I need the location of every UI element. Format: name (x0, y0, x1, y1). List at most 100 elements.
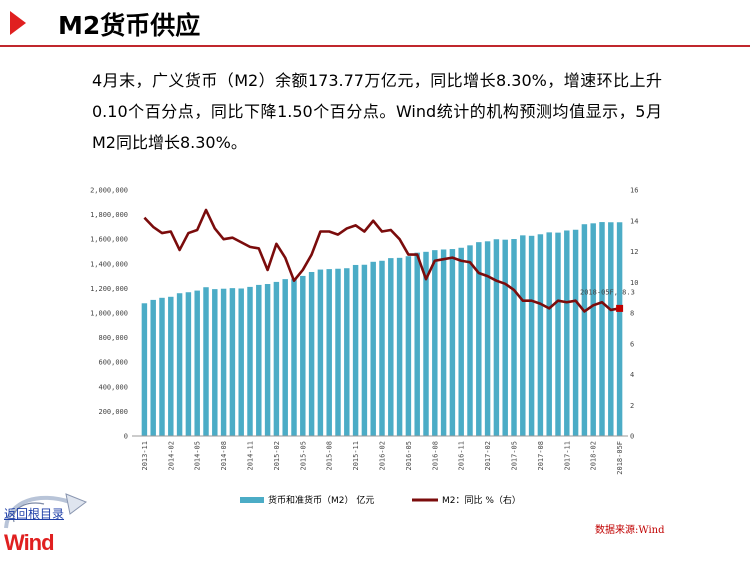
y-left-tick-label: 1,400,000 (90, 260, 128, 268)
x-tick-label: 2015-11 (352, 441, 360, 471)
bar-2015-06 (308, 271, 315, 436)
bar-2016-10 (449, 249, 456, 436)
y-right-tick-label: 4 (630, 371, 634, 379)
x-tick-label: 2014-11 (247, 441, 255, 471)
bar-2015-04 (291, 278, 297, 436)
bar-2014-05 (194, 290, 200, 436)
bar-2016-02 (379, 260, 385, 436)
bar-2015-03 (282, 279, 288, 436)
x-tick-label: 2013-11 (141, 441, 149, 471)
x-tick-label: 2014-08 (220, 441, 228, 471)
bar-2017-12 (572, 229, 579, 436)
y-left-tick-label: 1,600,000 (90, 236, 128, 244)
line-series: 2018-05F, 8.3 (143, 208, 635, 313)
x-tick-label: 2014-02 (167, 441, 175, 471)
bar-2014-07 (212, 289, 218, 436)
play-arrow-icon (10, 11, 26, 35)
bar-2017-07 (528, 235, 535, 436)
y-left-tick-label: 600,000 (98, 359, 128, 367)
bar-2014-01 (159, 297, 165, 436)
y-left-tick-label: 400,000 (98, 383, 128, 391)
bar-2014-06 (203, 287, 209, 436)
x-tick-label: 2016-08 (431, 441, 439, 471)
y-left-tick-label: 1,800,000 (90, 211, 128, 219)
bar-2017-10 (555, 232, 561, 436)
x-tick-label: 2014-05 (194, 441, 202, 471)
bar-2016-08 (432, 250, 438, 436)
bar-2015-02 (273, 281, 280, 436)
bar-2015-09 (335, 268, 341, 436)
bar-2016-07 (423, 251, 429, 436)
bar-2018-03 (599, 222, 605, 436)
bar-2018-05F (616, 222, 623, 436)
y-left-tick-label: 2,000,000 (90, 187, 128, 195)
y-right-tick-label: 16 (630, 187, 638, 195)
x-tick-label: 2015-02 (273, 441, 281, 471)
bar-2016-09 (440, 249, 447, 436)
bar-2016-11 (458, 247, 464, 436)
bar-2018-04 (608, 222, 614, 436)
x-tick-label: 2015-05 (299, 441, 307, 471)
bar-2015-11 (352, 264, 359, 436)
bar-2016-04 (396, 257, 403, 436)
summary-paragraph: 4月末，广义货币（M2）余额173.77万亿元，同比增长8.30%，增速环比上升… (92, 71, 662, 152)
y-left-tick-label: 1,200,000 (90, 285, 128, 293)
bar-2014-10 (238, 288, 244, 436)
chart-axes: 2,000,000 1,800,000 1,600,000 1,400,000 1,20… (90, 187, 638, 475)
bar-2015-10 (344, 268, 350, 436)
bar-2015-08 (326, 269, 332, 436)
bar-2014-09 (229, 288, 236, 436)
bar-2013-11 (141, 303, 148, 436)
bar-2015-01 (264, 284, 271, 436)
back-to-root-link[interactable]: 返回根目录 (4, 507, 65, 521)
bar-2017-11 (564, 230, 570, 436)
y-right-tick-label: 2 (630, 402, 634, 410)
bar-2017-03 (493, 239, 500, 436)
wind-logo: Wind (4, 530, 55, 555)
bar-2016-05 (405, 256, 412, 436)
bar-2016-06 (414, 252, 420, 436)
x-tick-label: 2016-11 (458, 441, 466, 471)
bar-2016-01 (370, 261, 376, 436)
bar-series (141, 222, 623, 436)
bar-2014-12 (256, 284, 262, 436)
growth-line (143, 208, 620, 313)
legend-bar-label: 货币和准货币（M2） 亿元 (268, 494, 374, 506)
y-left-tick-label: 0 (124, 433, 128, 441)
bar-2014-08 (220, 288, 227, 436)
data-source: 数据来源:Wind (595, 525, 665, 536)
bar-2016-12 (467, 245, 473, 436)
x-tick-label: 2017-08 (537, 441, 545, 471)
bar-2017-02 (484, 241, 491, 436)
x-tick-label: 2017-02 (484, 441, 492, 471)
bar-2013-12 (150, 299, 156, 436)
x-tick-label: 2017-11 (563, 441, 571, 471)
bar-2014-04 (185, 292, 192, 436)
y-left-tick-label: 800,000 (98, 334, 128, 342)
bar-2014-02 (168, 296, 174, 436)
bar-2017-05 (511, 239, 517, 436)
bar-2014-11 (247, 286, 253, 436)
bar-2015-05 (300, 275, 306, 436)
x-tick-label: 2018-05F (616, 441, 624, 475)
bar-2017-06 (520, 235, 526, 436)
legend-bar-swatch (240, 497, 264, 503)
bar-2014-03 (176, 293, 183, 436)
legend-line-label: M2：同比 %（右） (442, 494, 521, 506)
y-right-tick-label: 14 (630, 217, 638, 225)
bar-2018-01 (581, 224, 588, 436)
page-title: M2货币供应 (58, 11, 201, 40)
bar-2017-09 (546, 232, 552, 436)
title-divider (0, 45, 750, 47)
y-left-tick-label: 1,000,000 (90, 310, 128, 318)
x-tick-label: 2018-02 (590, 441, 598, 471)
bar-2018-02 (590, 223, 596, 436)
bar-2016-03 (388, 258, 394, 436)
title-bar: M2货币供应 (0, 0, 750, 47)
y-right-tick-label: 6 (630, 340, 634, 348)
bar-2015-07 (317, 269, 324, 436)
x-tick-label: 2017-05 (511, 441, 519, 471)
refresh-arrows-icon (4, 493, 88, 529)
y-right-tick-label: 0 (630, 433, 634, 441)
